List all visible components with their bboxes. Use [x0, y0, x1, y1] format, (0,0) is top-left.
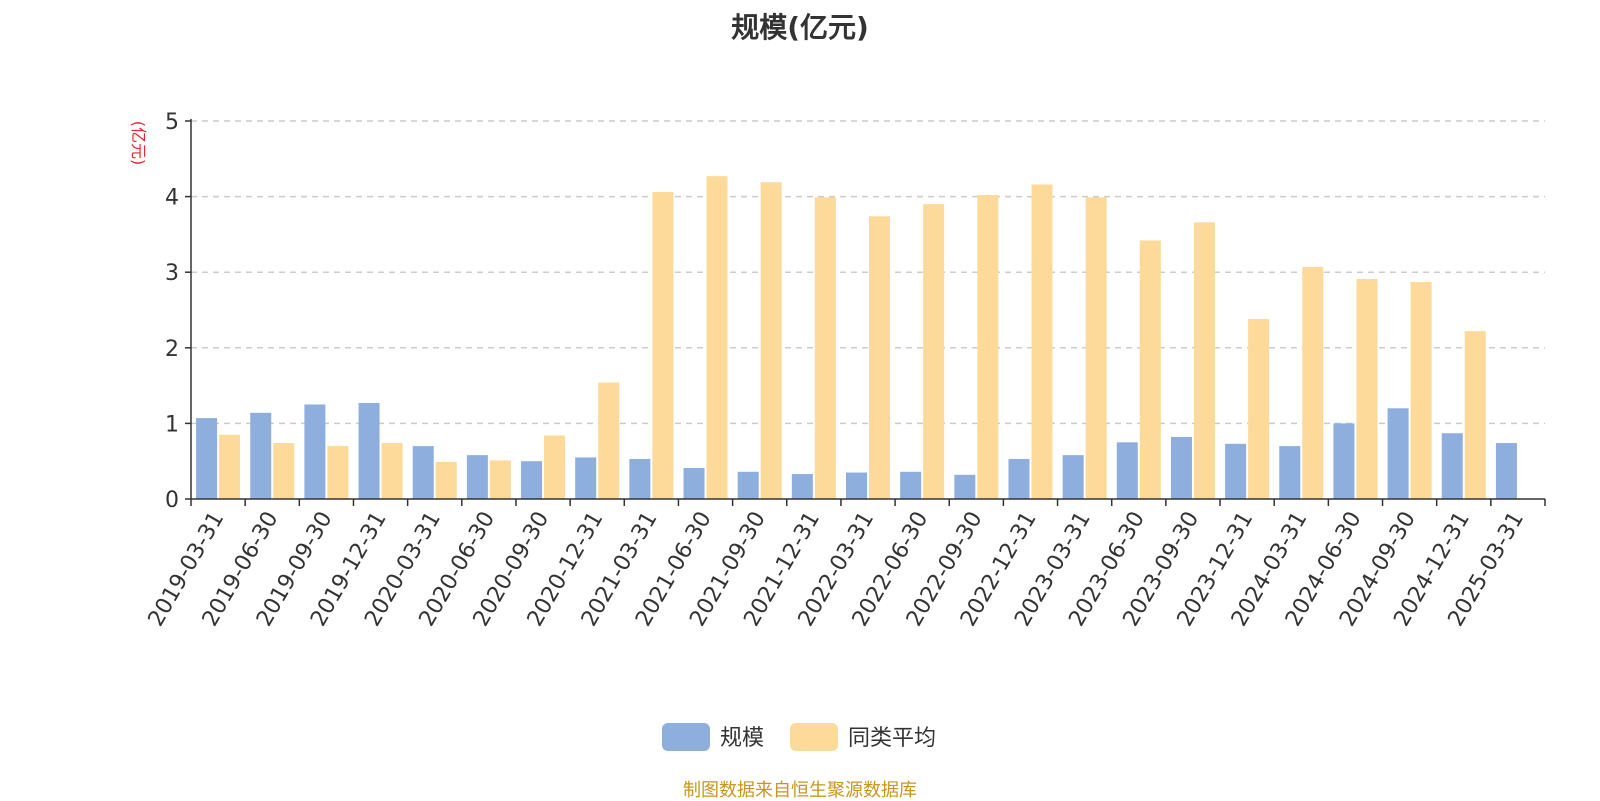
bar-scale [1387, 408, 1409, 499]
bar-scale [466, 455, 488, 499]
legend-swatch [662, 723, 710, 751]
bar-peer-average [544, 435, 566, 499]
bar-peer-average [1302, 266, 1324, 499]
bar-peer-average [273, 443, 295, 499]
bar-scale [1170, 437, 1192, 499]
legend-swatch [790, 723, 838, 751]
bar-scale [521, 461, 543, 499]
bar-peer-average [760, 182, 782, 499]
bar-scale [412, 446, 434, 499]
bar-scale [791, 474, 813, 499]
y-tick-label: 5 [165, 110, 179, 135]
bar-scale [737, 471, 759, 499]
bar-peer-average [435, 461, 457, 499]
bar-peer-average [652, 192, 674, 499]
bar-scale [1225, 443, 1247, 499]
y-tick-label: 0 [165, 488, 179, 513]
bar-scale [900, 471, 922, 499]
bar-scale [196, 418, 218, 499]
bar-scale [304, 404, 326, 499]
bar-scale [1441, 433, 1463, 499]
bar-scale [575, 457, 597, 499]
bar-peer-average [1464, 331, 1486, 499]
y-tick-label: 2 [165, 337, 179, 362]
bar-peer-average [381, 443, 403, 499]
legend-label: 规模 [720, 726, 764, 751]
bar-peer-average [1248, 319, 1270, 499]
bar-peer-average [327, 446, 349, 499]
bar-scale [250, 412, 272, 499]
bar-peer-average [598, 382, 620, 499]
bar-peer-average [706, 176, 728, 500]
y-tick-label: 3 [165, 261, 179, 286]
bar-scale [1008, 458, 1030, 499]
bar-scale [1333, 423, 1355, 499]
bar-scale [1279, 446, 1301, 499]
bar-scale [1062, 455, 1084, 499]
bar-peer-average [1085, 197, 1107, 499]
bar-scale [846, 472, 867, 499]
axes: 0123452019-03-312019-06-302019-09-302019… [144, 110, 1546, 631]
bar-peer-average [977, 195, 999, 499]
y-tick-label: 1 [165, 412, 179, 437]
source-note: 制图数据来自恒生聚源数据库 [683, 780, 917, 801]
bar-peer-average [1410, 282, 1432, 499]
bar-scale [1116, 442, 1138, 499]
bar-scale [954, 474, 976, 499]
y-tick-label: 4 [165, 186, 179, 211]
bar-peer-average [869, 216, 890, 500]
bar-scale [629, 458, 651, 499]
legend-label: 同类平均 [848, 726, 936, 751]
bar-scale [1495, 443, 1517, 499]
bar-peer-average [489, 460, 511, 499]
y-axis-title: (亿元) [129, 121, 148, 166]
chart-title: 规模(亿元) [731, 11, 869, 44]
gridlines [191, 120, 1545, 425]
bar-scale [358, 402, 380, 499]
bar-peer-average [1193, 222, 1215, 499]
bar-peer-average [219, 434, 241, 499]
bar-peer-average [1139, 240, 1161, 499]
bar-peer-average [814, 197, 836, 499]
bars [196, 176, 1517, 500]
legend: 规模 同类平均 [662, 723, 936, 751]
bar-peer-average [923, 204, 945, 499]
bar-scale [683, 468, 705, 499]
bar-peer-average [1356, 279, 1378, 499]
bar-peer-average [1031, 184, 1053, 499]
